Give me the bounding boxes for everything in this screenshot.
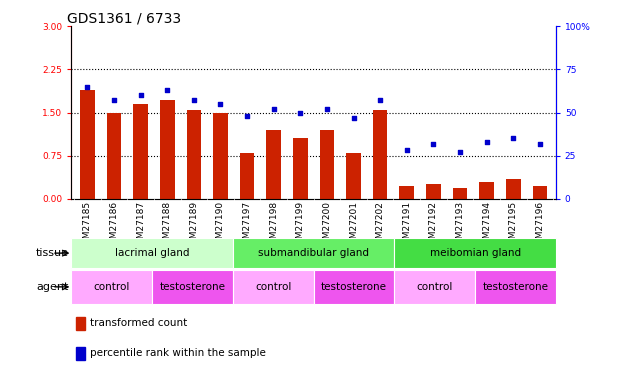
Text: GSM27199: GSM27199 (296, 201, 305, 250)
Bar (346, 153, 361, 199)
Bar (426, 184, 441, 199)
Point (322, 106, 332, 112)
Bar (314, 270, 394, 304)
Point (482, 139, 492, 145)
Point (109, 98, 119, 104)
Text: GSM27197: GSM27197 (243, 201, 252, 250)
Point (215, 101, 225, 107)
Bar (293, 138, 307, 199)
Text: GSM27202: GSM27202 (376, 201, 384, 249)
Point (83, 84, 93, 90)
Point (242, 113, 252, 119)
Bar (394, 238, 556, 268)
Point (189, 98, 199, 104)
Bar (399, 186, 414, 199)
Text: GSM27185: GSM27185 (83, 201, 92, 250)
Text: GSM27189: GSM27189 (189, 201, 198, 250)
Point (348, 115, 358, 121)
Bar (107, 112, 121, 199)
Text: lacrimal gland: lacrimal gland (115, 248, 189, 258)
Bar (394, 270, 475, 304)
Text: GSM27186: GSM27186 (109, 201, 119, 250)
Text: GSM27191: GSM27191 (402, 201, 411, 250)
Point (269, 106, 279, 112)
Bar (240, 153, 255, 199)
Point (508, 135, 518, 141)
Point (296, 110, 306, 116)
Text: agent: agent (36, 282, 68, 292)
Text: control: control (255, 282, 291, 292)
Bar (80, 90, 94, 199)
Point (402, 147, 412, 153)
Text: GSM27198: GSM27198 (269, 201, 278, 250)
Bar (160, 100, 175, 199)
Text: meibomian gland: meibomian gland (430, 248, 520, 258)
Bar (479, 182, 494, 199)
Bar (76, 316, 85, 330)
Bar (134, 104, 148, 199)
Text: GSM27193: GSM27193 (455, 201, 465, 250)
Point (162, 87, 172, 93)
Bar (233, 270, 314, 304)
Text: tissue: tissue (35, 248, 68, 258)
Bar (233, 238, 394, 268)
Text: control: control (94, 282, 130, 292)
Text: GSM27200: GSM27200 (322, 201, 332, 250)
Text: GDS1361 / 6733: GDS1361 / 6733 (66, 11, 181, 25)
Text: GSM27188: GSM27188 (163, 201, 172, 250)
Point (455, 149, 465, 155)
Text: GSM27192: GSM27192 (429, 201, 438, 250)
Text: GSM27195: GSM27195 (509, 201, 518, 250)
Text: percentile rank within the sample: percentile rank within the sample (90, 348, 266, 357)
Bar (453, 188, 467, 199)
Text: transformed count: transformed count (90, 318, 187, 327)
Text: GSM27187: GSM27187 (136, 201, 145, 250)
Point (535, 141, 545, 147)
Bar (532, 186, 547, 199)
Bar (186, 110, 201, 199)
Bar (71, 238, 233, 268)
Point (135, 92, 145, 98)
Bar (152, 270, 233, 304)
Bar (475, 270, 556, 304)
Text: GSM27190: GSM27190 (216, 201, 225, 250)
Bar (76, 346, 85, 360)
Text: testosterone: testosterone (160, 282, 225, 292)
Text: GSM27201: GSM27201 (349, 201, 358, 250)
Bar (320, 130, 334, 199)
Bar (373, 110, 388, 199)
Bar (506, 178, 520, 199)
Text: submandibular gland: submandibular gland (258, 248, 369, 258)
Point (375, 98, 385, 104)
Text: GSM27196: GSM27196 (535, 201, 545, 250)
Bar (266, 130, 281, 199)
Text: GSM27194: GSM27194 (482, 201, 491, 250)
Text: testosterone: testosterone (483, 282, 548, 292)
Text: control: control (417, 282, 453, 292)
Bar (71, 270, 152, 304)
Bar (213, 112, 228, 199)
Text: testosterone: testosterone (321, 282, 387, 292)
Point (428, 141, 438, 147)
